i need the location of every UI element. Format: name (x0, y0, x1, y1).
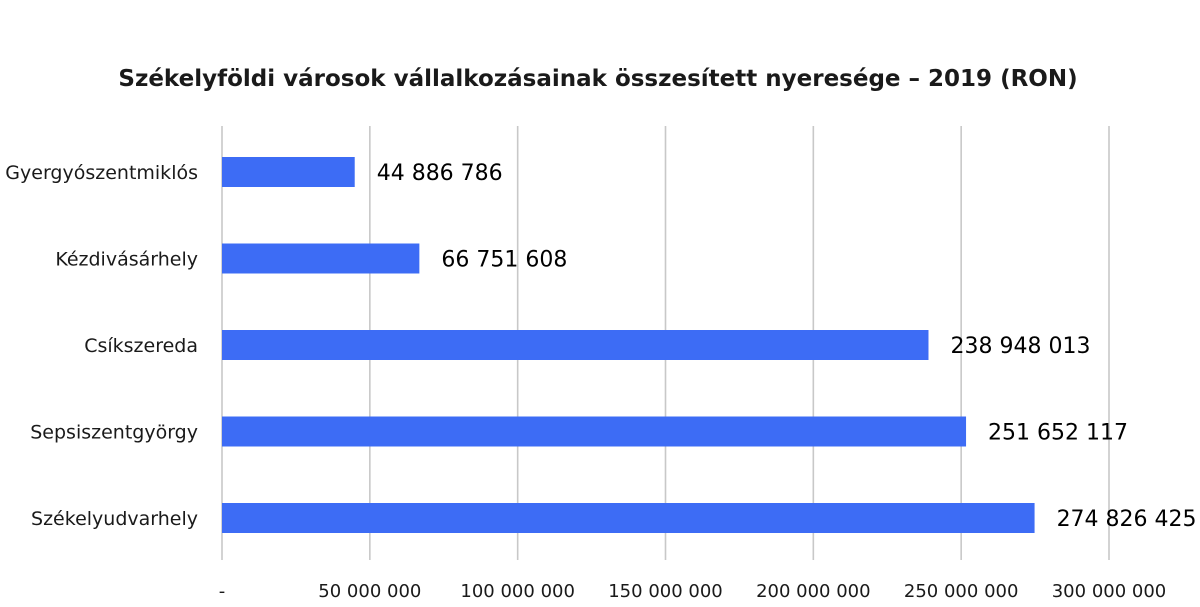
x-tick-label-4: 200 000 000 (756, 581, 871, 602)
bar-2 (222, 330, 929, 360)
bar-4 (222, 503, 1035, 533)
bar-1 (222, 243, 420, 274)
category-label-2: Csíkszereda (84, 335, 198, 357)
chart-title: Székelyföldi városok vállalkozásainak ös… (118, 66, 1077, 92)
data-label-2: 238 948 013 (950, 334, 1090, 359)
x-tick-label-3: 150 000 000 (608, 581, 723, 602)
bar-0 (222, 157, 355, 187)
data-label-0: 44 886 786 (377, 161, 503, 186)
data-label-1: 66 751 608 (441, 248, 567, 273)
x-tick-label-6: 300 000 000 (1052, 581, 1167, 602)
data-label-4: 274 826 425 (1057, 507, 1197, 532)
category-labels: Gyergyószentmiklós Kézdivásárhely Csíkszer… (5, 162, 198, 530)
bar-3 (222, 416, 967, 447)
bars (222, 157, 1035, 533)
x-tick-label-2: 100 000 000 (460, 581, 575, 602)
category-label-3: Sepsiszentgyörgy (30, 422, 198, 444)
data-label-3: 251 652 117 (988, 421, 1128, 446)
x-axis-tick-labels: - 50 000 000 100 000 000 150 000 000 200 000… (219, 581, 1167, 602)
category-label-1: Kézdivásárhely (55, 249, 198, 271)
x-tick-label-1: 50 000 000 (318, 581, 421, 602)
category-label-0: Gyergyószentmiklós (5, 162, 198, 184)
x-tick-label-5: 250 000 000 (904, 581, 1019, 602)
data-labels: 44 886 786 66 751 608 238 948 013 251 652 1… (377, 161, 1197, 532)
x-tick-label-0: - (219, 581, 226, 602)
category-label-4: Székelyudvarhely (31, 508, 198, 530)
